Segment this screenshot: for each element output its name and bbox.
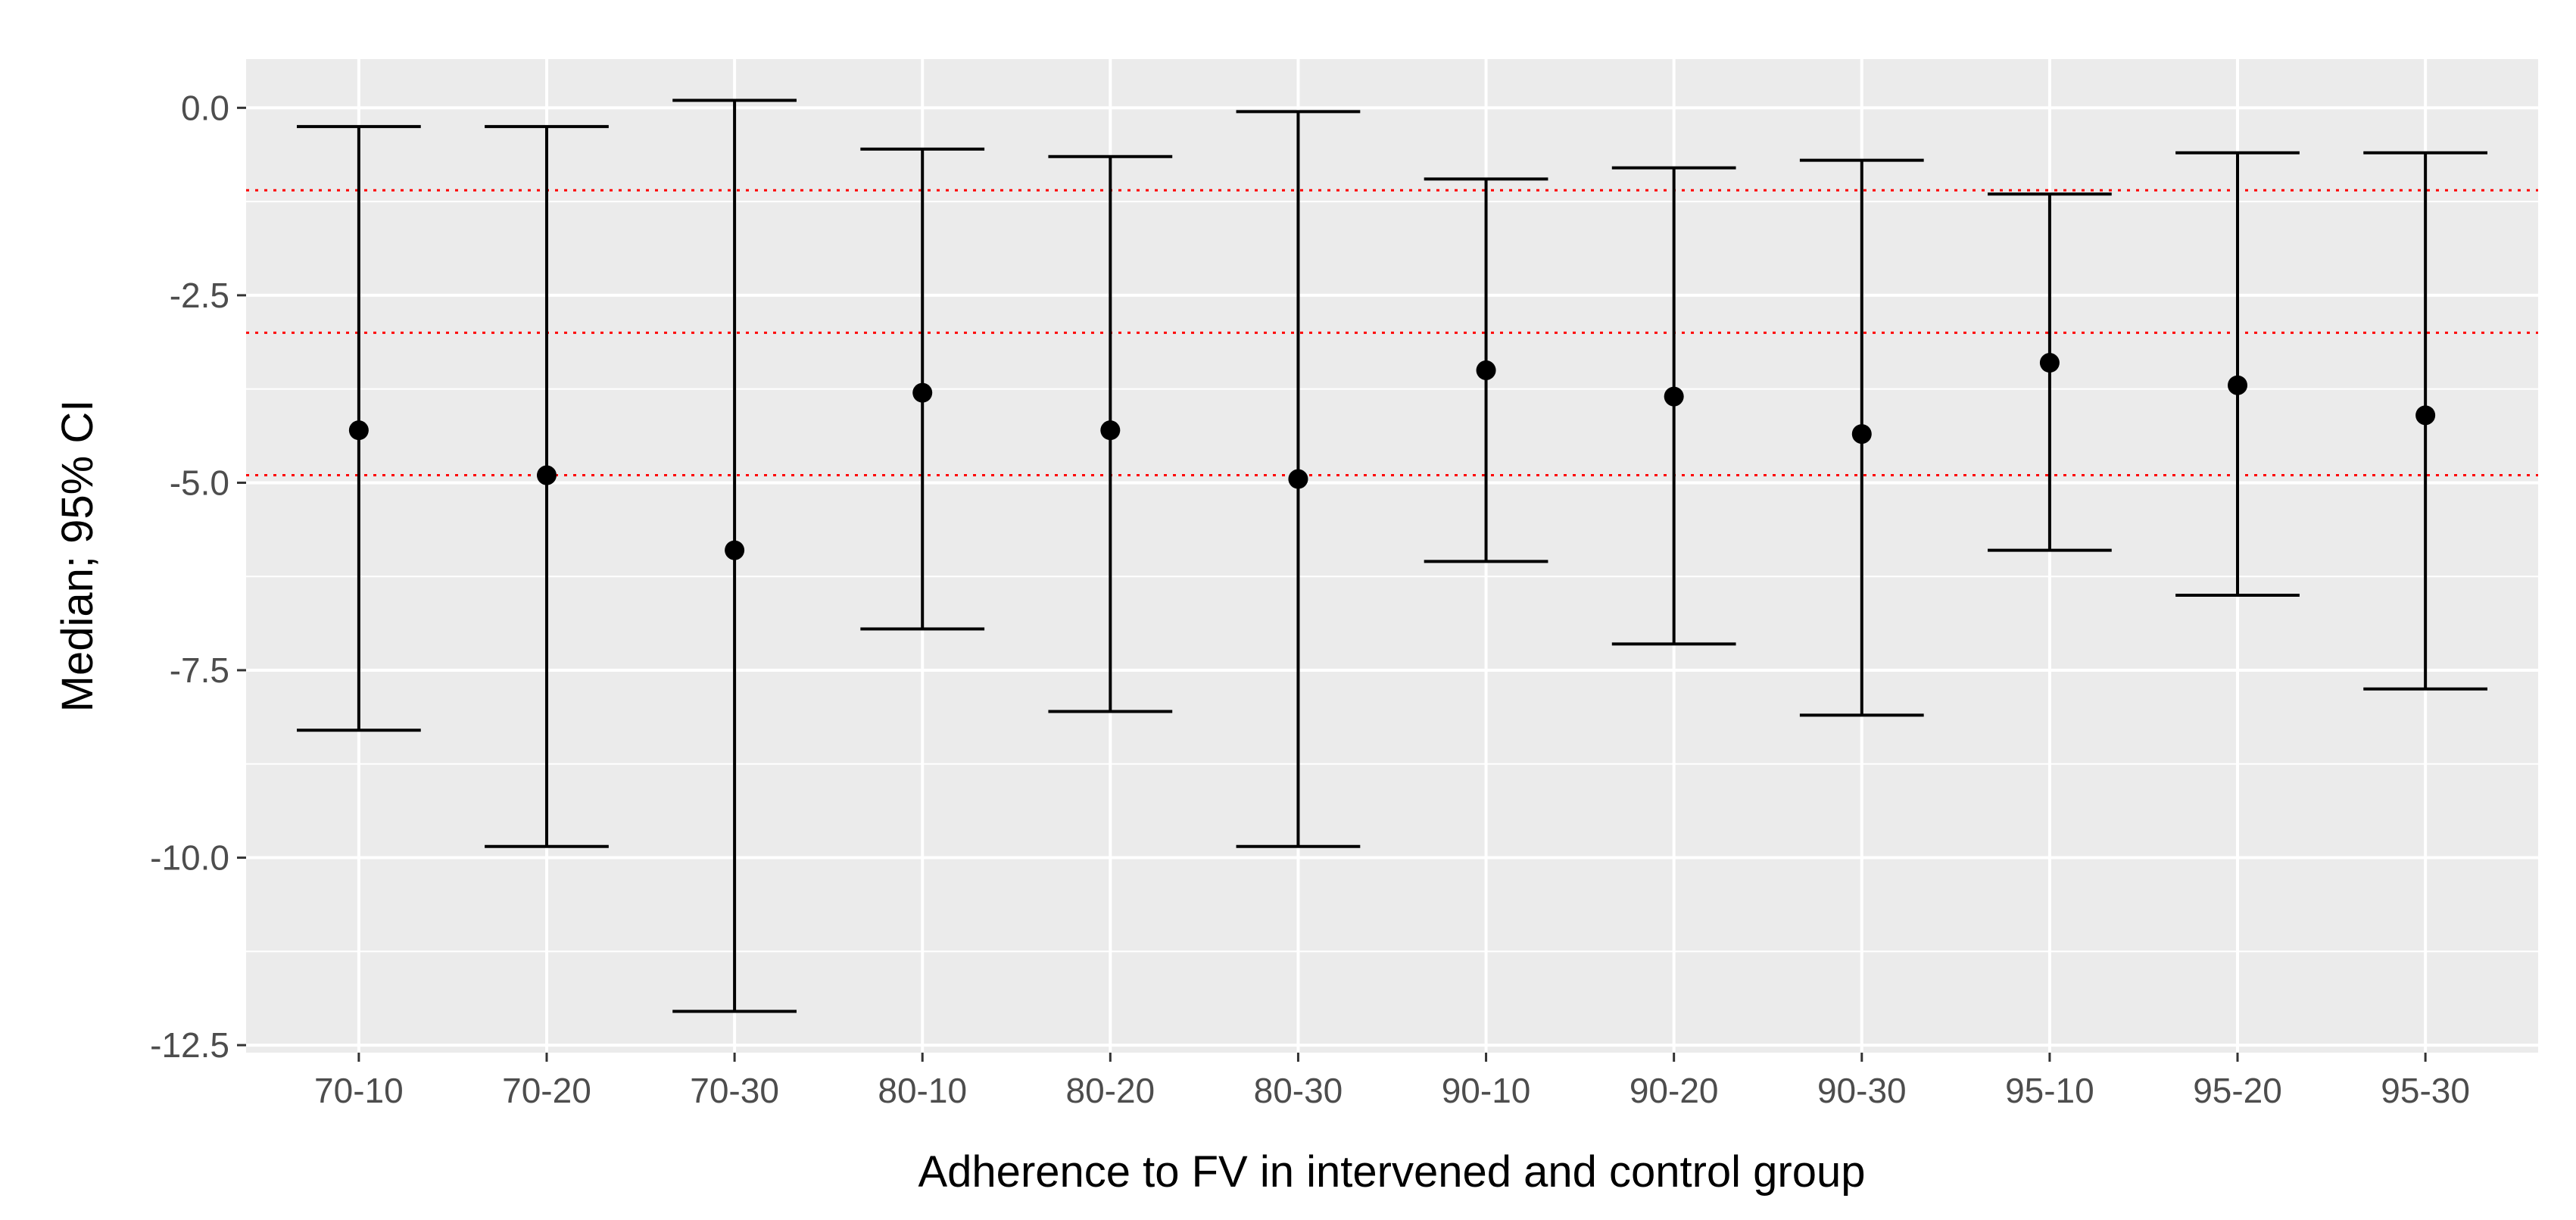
x-tick-label: 90-10 — [1442, 1071, 1531, 1110]
y-tick-label: -10.0 — [150, 838, 229, 878]
median-point — [1100, 420, 1121, 441]
x-tick-label: 95-20 — [2193, 1071, 2282, 1110]
x-tick-label: 80-30 — [1254, 1071, 1343, 1110]
median-point — [2415, 405, 2436, 426]
x-tick-label: 95-10 — [2005, 1071, 2094, 1110]
median-point — [912, 382, 933, 403]
y-tick-label: -12.5 — [150, 1025, 229, 1065]
median-point — [1851, 424, 1872, 445]
median-point — [348, 420, 369, 441]
y-tick-label: -7.5 — [170, 651, 229, 690]
x-axis-title: Adherence to FV in intervened and contro… — [918, 1147, 1865, 1197]
reference-lines — [246, 189, 2538, 477]
median-point — [2039, 353, 2060, 373]
median-point — [1476, 360, 1496, 380]
median-point — [2228, 375, 2248, 395]
x-tick-label: 70-10 — [314, 1071, 404, 1110]
y-axis: 0.0 -2.5 -5.0 -7.5 -10.0 -12.5 — [150, 88, 246, 1065]
y-axis-title: Median; 95% CI — [53, 400, 102, 713]
median-points — [348, 353, 2436, 560]
median-point — [725, 540, 745, 560]
median-point — [536, 465, 557, 485]
median-point — [1288, 469, 1308, 489]
minor-gridlines — [246, 201, 2538, 953]
y-tick-label: -2.5 — [170, 276, 229, 315]
y-tick-label: -5.0 — [170, 463, 229, 502]
x-tick-label: 80-10 — [878, 1071, 967, 1110]
plot-panel — [246, 59, 2538, 1053]
median-point — [1664, 386, 1684, 407]
x-axis: 70-10 70-20 70-30 80-10 80-20 80-30 90-10 90-20… — [314, 1053, 2470, 1110]
x-tick-label: 80-20 — [1065, 1071, 1155, 1110]
x-tick-label: 95-30 — [2381, 1071, 2470, 1110]
y-tick-label: 0.0 — [181, 88, 229, 127]
x-tick-label: 70-30 — [690, 1071, 779, 1110]
x-tick-label: 90-30 — [1817, 1071, 1907, 1110]
x-tick-label: 90-20 — [1629, 1071, 1719, 1110]
x-tick-label: 70-20 — [502, 1071, 591, 1110]
